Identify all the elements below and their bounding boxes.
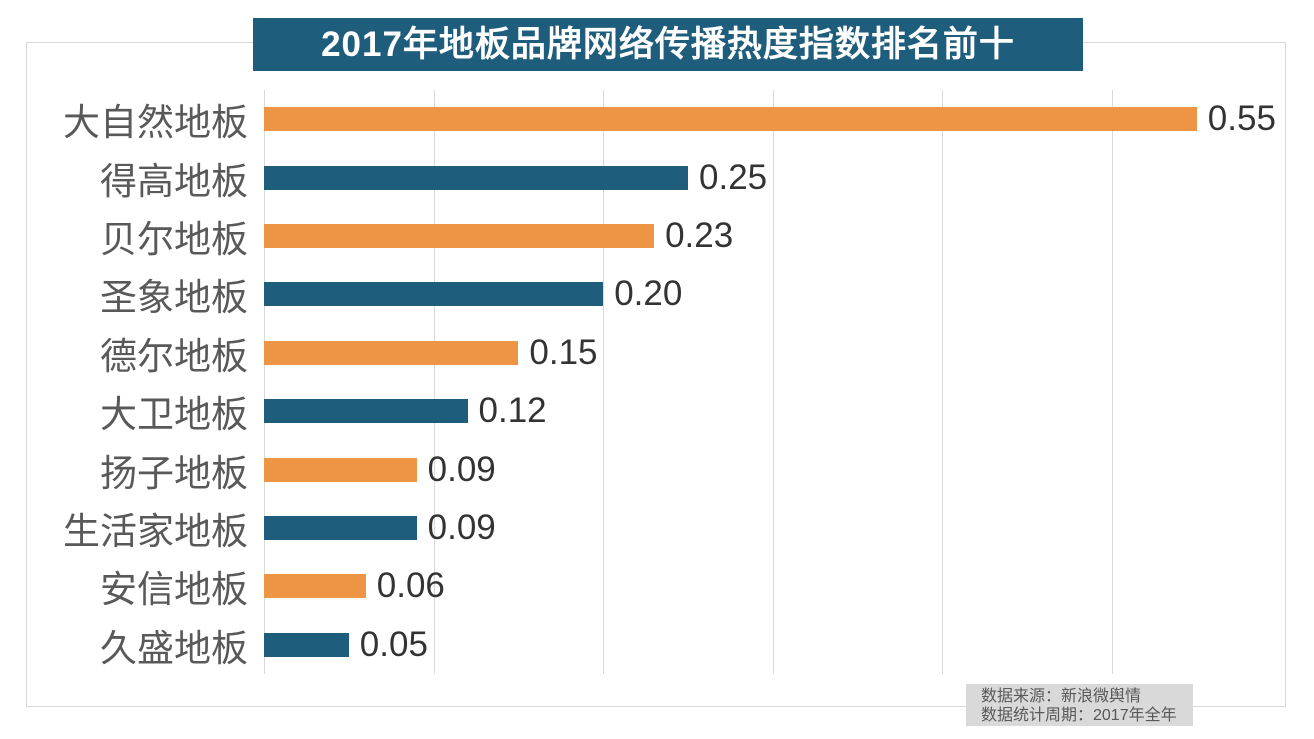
gridline (942, 90, 944, 674)
bar-row: 0.09 (264, 499, 1286, 557)
category-label: 久盛地板 (100, 627, 248, 669)
category-label: 德尔地板 (100, 335, 248, 377)
bar (264, 457, 417, 482)
category-label: 扬子地板 (100, 452, 248, 494)
gridline (772, 90, 774, 674)
category-labels: 大自然地板得高地板贝尔地板圣象地板德尔地板大卫地板扬子地板生活家地板安信地板久盛… (10, 90, 248, 674)
category-label: 圣象地板 (100, 277, 248, 319)
bar (264, 515, 417, 540)
value-label: 0.09 (427, 507, 496, 547)
value-label: 0.12 (478, 391, 547, 431)
bar (264, 632, 349, 657)
value-label: 0.55 (1207, 99, 1276, 139)
bar (264, 223, 655, 248)
bar (264, 574, 366, 599)
bar-row: 0.06 (264, 557, 1286, 615)
bar (264, 399, 468, 424)
bar (264, 165, 688, 190)
bar-row: 0.23 (264, 207, 1286, 265)
category-label: 生活家地板 (63, 510, 248, 552)
gridline (603, 90, 605, 674)
plot-area: 0.55 0.25 0.23 0.20 0.15 0.12 0.09 0.09 0.06 0.05 (264, 90, 1286, 674)
category-label: 大卫地板 (100, 394, 248, 436)
bar-row: 0.05 (264, 616, 1286, 674)
bar (264, 107, 1197, 132)
gridline (264, 90, 265, 674)
value-label: 0.23 (665, 215, 734, 255)
gridline (1112, 90, 1113, 674)
category-label: 安信地板 (100, 569, 248, 611)
bar-row: 0.20 (264, 265, 1286, 323)
chart-title-banner: 2017年地板品牌网络传播热度指数排名前十 (253, 18, 1083, 71)
bar (264, 282, 604, 307)
chart-title: 2017年地板品牌网络传播热度指数排名前十 (321, 25, 1015, 64)
gridline (433, 90, 435, 674)
source-note-line1: 数据来源：新浪微舆情 (981, 688, 1142, 705)
value-label: 0.20 (614, 274, 683, 314)
value-label: 0.09 (427, 449, 496, 489)
bar-row: 0.15 (264, 324, 1286, 382)
source-note-line2: 数据统计周期：2017年全年 (981, 707, 1177, 724)
bar-row: 0.55 (264, 90, 1286, 148)
bar-row: 0.12 (264, 382, 1286, 440)
source-note: 数据来源：新浪微舆情 数据统计周期：2017年全年 (966, 684, 1193, 726)
value-label: 0.05 (359, 624, 428, 664)
category-label: 贝尔地板 (100, 218, 248, 260)
bar-row: 0.25 (264, 148, 1286, 206)
bar-row: 0.09 (264, 440, 1286, 498)
category-label: 得高地板 (100, 160, 248, 202)
value-label: 0.25 (699, 157, 768, 197)
bar (264, 340, 519, 365)
value-label: 0.15 (529, 332, 598, 372)
value-label: 0.06 (376, 566, 445, 606)
category-label: 大自然地板 (63, 102, 248, 144)
